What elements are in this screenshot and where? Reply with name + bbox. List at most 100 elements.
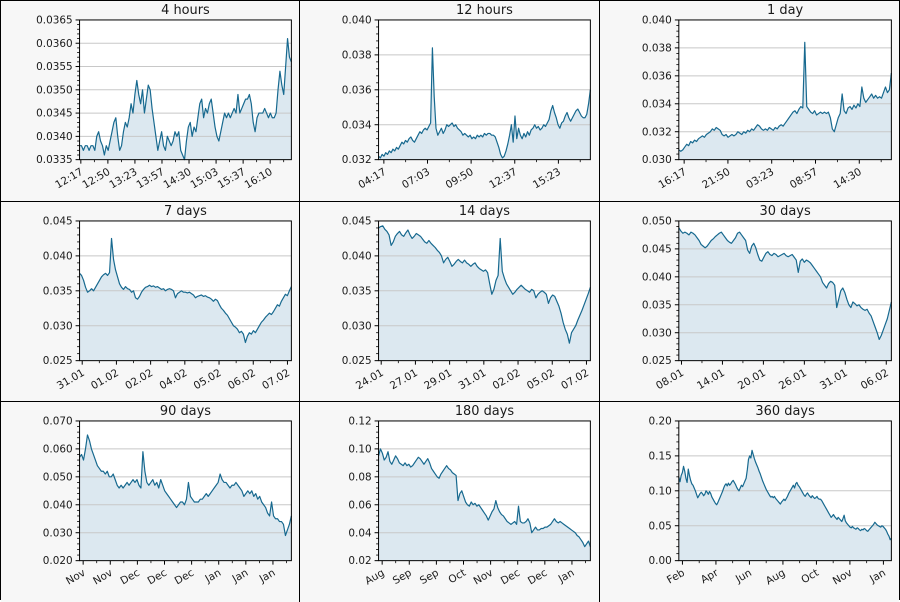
y-tick-label: 0.060 xyxy=(43,444,73,456)
x-tick-label: Jan xyxy=(556,567,577,586)
area-fill xyxy=(79,237,292,361)
x-tick-label: Oct xyxy=(799,567,821,586)
y-tick-label: 0.040 xyxy=(642,271,672,283)
chart-panel-180-days: 0.02 0.04 0.06 0.08 0.10 0.12 Aug Sep Sep Oct Nov D… xyxy=(300,402,600,602)
x-tick-label: 08:57 xyxy=(788,166,820,191)
price-chart: 0.025 0.030 0.035 0.040 0.045 31.01 01.02 02.02… xyxy=(43,204,292,392)
y-tick-label: 0.032 xyxy=(342,154,372,166)
y-tick-label: 0.045 xyxy=(642,243,672,255)
price-line xyxy=(79,434,292,537)
chart-panel-12-hours: 0.032 0.034 0.036 0.038 0.040 04:17 07:03 09:50… xyxy=(300,1,600,202)
x-tick-label: Dec xyxy=(499,567,523,588)
y-tick-label: 0.040 xyxy=(342,15,372,27)
chart-title: 7 days xyxy=(164,204,207,219)
x-tick-label: 31.01 xyxy=(457,366,489,391)
x-tick-label: Aug xyxy=(363,567,387,588)
y-tick-label: 0.036 xyxy=(342,84,372,96)
x-tick-label: 14:30 xyxy=(831,166,863,191)
x-tick-label: 02.02 xyxy=(123,366,155,391)
chart-title: 180 days xyxy=(455,404,515,419)
chart-title: 30 days xyxy=(759,204,810,219)
y-tick-label: 0.20 xyxy=(648,416,671,428)
price-line xyxy=(678,41,892,152)
chart-panel-90-days: 0.020 0.030 0.040 0.050 0.060 0.070 Nov Nov Dec D… xyxy=(1,402,301,602)
y-tick-label: 0.025 xyxy=(342,355,372,367)
x-tick-label: 04:17 xyxy=(357,166,389,191)
y-tick-label: 0.045 xyxy=(43,215,73,227)
plot-border xyxy=(378,19,592,161)
y-tick-label: 0.030 xyxy=(342,320,372,332)
chart-panel-4-hours: 0.0335 0.0340 0.0345 0.0350 0.0355 0.0360 0.03… xyxy=(1,1,301,202)
x-tick-label: 20.01 xyxy=(736,366,768,391)
y-tick-label: 0.08 xyxy=(349,472,372,484)
x-tick-label: 31.01 xyxy=(55,366,87,391)
x-tick-label: 16:10 xyxy=(243,166,275,191)
x-tick-label: 07.02 xyxy=(260,366,292,391)
y-tick-label: 0.045 xyxy=(342,215,372,227)
x-tick-label: Jun xyxy=(733,567,754,586)
chart-title: 14 days xyxy=(459,204,510,219)
y-tick-label: 0.10 xyxy=(349,444,372,456)
y-tick-label: 0.038 xyxy=(342,49,372,61)
y-tick-label: 0.040 xyxy=(642,15,672,27)
price-line xyxy=(677,449,892,541)
y-tick-label: 0.030 xyxy=(642,154,672,166)
x-tick-label: 21:50 xyxy=(700,166,732,191)
y-tick-label: 0.15 xyxy=(648,451,671,463)
y-tick-label: 0.10 xyxy=(648,486,671,498)
price-chart: 0.025 0.030 0.035 0.040 0.045 24.01 27.01 29.01… xyxy=(342,204,592,392)
y-tick-label: 0.050 xyxy=(43,472,73,484)
area-fill xyxy=(378,225,591,361)
chart-panel-30-days: 0.025 0.030 0.035 0.040 0.045 0.050 08.01 14.01… xyxy=(599,201,899,403)
price-line xyxy=(378,448,592,548)
x-tick-label: 15:37 xyxy=(216,166,248,191)
area-fill xyxy=(79,435,292,561)
x-tick-label: 15:03 xyxy=(189,166,221,191)
x-tick-label: 04.02 xyxy=(157,366,189,391)
x-tick-label: 24.01 xyxy=(354,366,386,391)
price-chart: 0.00 0.05 0.10 0.15 0.20 Feb Apr Jun Aug Oct Nov Ja… xyxy=(648,404,892,588)
area-fill xyxy=(678,450,892,561)
chart-title: 360 days xyxy=(755,404,815,419)
y-tick-label: 0.030 xyxy=(43,527,73,539)
x-tick-label: Jan xyxy=(257,567,278,586)
y-tick-label: 0.0365 xyxy=(36,15,72,27)
y-tick-label: 0.040 xyxy=(43,250,73,262)
price-chart: 0.0335 0.0340 0.0345 0.0350 0.0355 0.0360 0.03… xyxy=(36,3,292,191)
y-tick-label: 0.035 xyxy=(43,285,73,297)
area-fill xyxy=(79,38,292,160)
price-line xyxy=(677,226,892,340)
y-tick-label: 0.038 xyxy=(642,42,672,54)
x-tick-label: Dec xyxy=(118,567,142,588)
x-tick-label: 01.02 xyxy=(89,366,121,391)
x-tick-label: 09:50 xyxy=(444,166,476,191)
y-tick-label: 0.025 xyxy=(43,355,73,367)
x-tick-label: 08.01 xyxy=(654,366,686,391)
x-tick-label: Oct xyxy=(447,567,469,586)
y-tick-label: 0.032 xyxy=(642,126,672,138)
y-tick-label: 0.0335 xyxy=(36,154,72,166)
x-tick-label: Jan xyxy=(230,567,251,586)
y-tick-label: 0.020 xyxy=(43,555,73,567)
y-tick-label: 0.070 xyxy=(43,416,73,428)
y-tick-label: 0.050 xyxy=(642,215,672,227)
x-tick-label: 29.01 xyxy=(423,366,455,391)
x-tick-label: Nov xyxy=(64,567,88,588)
price-line xyxy=(378,224,592,344)
x-tick-label: Sep xyxy=(418,567,441,587)
area-fill xyxy=(678,227,892,361)
y-tick-label: 0.040 xyxy=(342,250,372,262)
plot-border xyxy=(378,420,592,562)
x-tick-label: Dec xyxy=(526,567,550,588)
y-tick-label: 0.0340 xyxy=(36,131,72,143)
plot-border xyxy=(677,19,892,161)
y-tick-label: 0.0360 xyxy=(36,38,72,50)
y-tick-label: 0.0355 xyxy=(36,61,72,73)
x-tick-label: 12:37 xyxy=(488,166,520,191)
price-chart: 0.032 0.034 0.036 0.038 0.040 04:17 07:03 09:50… xyxy=(342,3,592,191)
y-tick-label: 0.036 xyxy=(642,70,672,82)
x-tick-label: 14:30 xyxy=(161,166,193,191)
